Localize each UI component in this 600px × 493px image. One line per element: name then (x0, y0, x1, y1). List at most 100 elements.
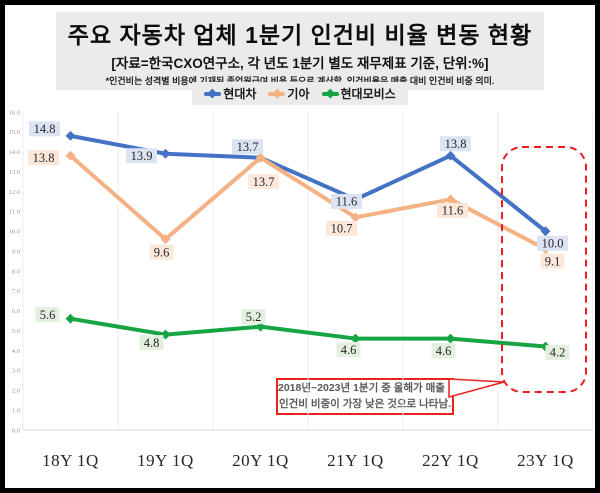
data-label-kia: 11.6 (442, 204, 463, 218)
series-marker-hyundai-mobis (255, 321, 266, 332)
legend-marker-icon (321, 88, 339, 99)
data-label-hyundai: 13.8 (445, 137, 467, 151)
y-tick-label: 5.0 (12, 328, 20, 335)
series-marker-hyundai-mobis (160, 329, 171, 340)
y-tick-label: 1.0 (12, 407, 20, 414)
data-label-hyundai: 13.9 (131, 149, 153, 163)
y-tick-label: 2.0 (12, 388, 20, 395)
y-tick-label: 10.0 (9, 229, 20, 236)
x-axis-label: 22Y 1Q (422, 451, 479, 470)
data-label-bg (248, 174, 279, 190)
data-label-hyundai: 13.7 (237, 140, 259, 154)
series-marker-kia (160, 234, 171, 245)
y-tick-label: 0.0 (12, 427, 20, 434)
data-label-kia: 9.6 (154, 245, 170, 259)
x-axis-label: 21Y 1Q (327, 451, 384, 470)
data-label-hyundai-mobis: 4.2 (550, 346, 566, 360)
data-label-bg (336, 342, 361, 358)
series-marker-hyundai (255, 152, 266, 163)
data-label-hyundai-mobis: 4.6 (436, 344, 452, 358)
chart-title: 주요 자동차 업체 1분기 인건비 비율 변동 현황 (67, 22, 533, 48)
series-marker-hyundai-mobis (445, 333, 456, 344)
legend-label: 현대모비스 (340, 87, 396, 101)
chart-subtitle: [자료=한국CXO연구소, 각 년도 1분기 별도 재무제표 기준, 단위:%] (111, 56, 489, 71)
y-tick-label: 16.0 (9, 109, 20, 116)
series-line-hyundai (68, 133, 548, 234)
legend-item-kia: 기아 (268, 85, 310, 102)
legend-marker-icon (268, 88, 286, 99)
series-marker-hyundai-mobis (65, 313, 76, 324)
legend-diamond-icon (208, 88, 218, 99)
legend-item-hyundai-mobis: 현대모비스 (321, 85, 396, 102)
chart-header: 주요 자동차 업체 1분기 인건비 비율 변동 현황 [자료=한국CXO연구소,… (5, 12, 595, 90)
data-label-bg (232, 139, 263, 155)
data-label-hyundai-mobis: 5.6 (40, 308, 56, 322)
data-label-hyundai-mobis: 4.8 (144, 336, 160, 350)
data-label-kia: 10.7 (331, 222, 353, 236)
series-marker-kia (540, 244, 551, 255)
data-label-kia: 13.8 (33, 151, 55, 165)
annotation-line-1: 2018년~2023년 1분기 중 올해가 매출 대비 (278, 381, 468, 394)
data-label-hyundai: 10.0 (542, 236, 564, 250)
x-axis-label: 18Y 1Q (42, 451, 99, 470)
annotation-callout: 2018년~2023년 1분기 중 올해가 매출 대비 인건비 비중이 가장 낮… (276, 378, 468, 415)
legend-diamond-icon (272, 88, 282, 99)
series-line-kia (68, 153, 548, 252)
legend-label: 현대차 (223, 87, 257, 101)
chart-header-panel: 주요 자동차 업체 1분기 인건비 비율 변동 현황 [자료=한국CXO연구소,… (55, 12, 545, 90)
y-tick-label: 11.0 (9, 209, 20, 216)
data-label-bg (437, 202, 468, 218)
data-label-bg (431, 343, 456, 359)
x-axis-label: 19Y 1Q (137, 451, 194, 470)
y-tick-label: 9.0 (12, 248, 20, 255)
series-marker-hyundai-mobis (350, 333, 361, 344)
highlight-dashed-box (501, 146, 587, 393)
series-marker-kia (350, 212, 361, 223)
data-label-bg (440, 136, 471, 152)
legend-marker-icon (204, 88, 222, 99)
series-marker-kia (445, 194, 456, 205)
data-label-bg (545, 345, 570, 361)
data-label-hyundai-mobis: 4.6 (341, 343, 357, 357)
y-tick-label: 13.0 (9, 169, 20, 176)
data-label-bg (126, 148, 157, 164)
x-axis-label: 23Y 1Q (517, 451, 574, 470)
y-tick-label: 14.0 (9, 149, 20, 156)
data-label-bg (540, 253, 565, 269)
annotation-line-2: 인건비 비중이 가장 낮은 것으로 나타남. (278, 397, 452, 410)
y-tick-label: 6.0 (12, 308, 20, 315)
y-tick-label: 3.0 (12, 368, 20, 375)
series-marker-hyundai (540, 226, 551, 237)
data-label-bg (35, 307, 60, 323)
data-label-bg (29, 121, 60, 137)
series-marker-hyundai (160, 148, 171, 159)
data-label-bg (537, 235, 568, 251)
data-label-bg (149, 244, 174, 260)
data-label-bg (241, 309, 266, 325)
data-label-kia: 9.1 (545, 254, 561, 268)
y-tick-label: 4.0 (12, 348, 20, 355)
series-marker-hyundai (350, 194, 361, 205)
data-label-hyundai: 14.8 (34, 122, 56, 136)
data-label-kia: 13.7 (253, 175, 275, 189)
data-label-hyundai: 11.6 (336, 195, 357, 209)
legend-panel: 현대차 기아 현대모비스 (192, 82, 408, 105)
y-tick-label: 12.0 (9, 189, 20, 196)
series-marker-hyundai (65, 130, 76, 141)
y-tick-label: 7.0 (12, 288, 20, 295)
data-label-bg (331, 193, 362, 209)
legend-label: 기아 (287, 87, 310, 101)
series-line-hyundai-mobis (68, 316, 548, 349)
legend: 현대차 기아 현대모비스 (5, 82, 595, 105)
data-label-bg (139, 335, 164, 351)
data-label-bg (28, 150, 59, 166)
data-label-hyundai-mobis: 5.2 (246, 310, 262, 324)
series-marker-kia (255, 152, 266, 163)
series-marker-hyundai-mobis (540, 341, 551, 352)
data-label-bg (326, 220, 357, 236)
legend-item-hyundai: 현대차 (204, 85, 256, 102)
legend-diamond-icon (325, 88, 335, 99)
y-tick-label: 8.0 (12, 268, 20, 275)
series-marker-kia (65, 150, 76, 161)
